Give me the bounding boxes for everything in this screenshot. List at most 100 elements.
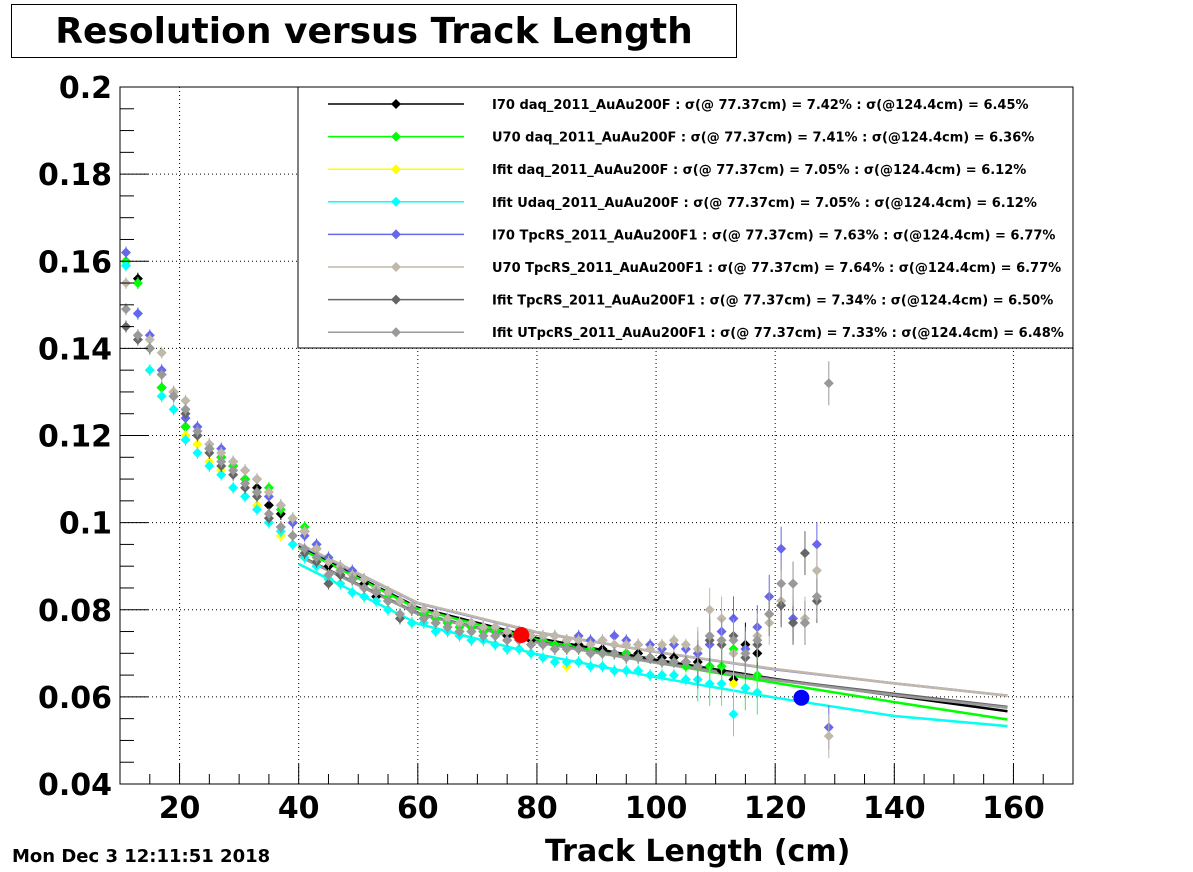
legend-marker	[391, 262, 401, 272]
legend-marker	[391, 229, 401, 240]
data-point	[132, 278, 143, 289]
data-point	[561, 643, 572, 654]
data-point	[645, 643, 656, 654]
data-point	[537, 630, 548, 641]
data-point	[823, 731, 834, 742]
data-point	[704, 678, 715, 689]
data-point	[597, 635, 608, 646]
data-point	[144, 334, 155, 345]
data-points	[120, 246, 834, 759]
data-point	[156, 382, 167, 393]
data-point	[216, 469, 227, 480]
data-point	[335, 565, 346, 576]
data-point	[347, 574, 358, 585]
legend-marker	[391, 327, 401, 338]
data-point	[561, 657, 572, 668]
data-point	[740, 683, 751, 694]
data-point	[537, 652, 548, 663]
data-point	[406, 617, 417, 628]
data-point	[240, 478, 251, 489]
data-point	[704, 630, 715, 641]
data-point	[251, 474, 262, 485]
data-point	[228, 465, 239, 476]
data-point	[120, 260, 131, 271]
data-point	[728, 678, 739, 689]
data-point	[120, 304, 131, 315]
data-point	[263, 508, 274, 519]
data-point	[204, 460, 215, 471]
data-point	[299, 526, 310, 537]
data-point	[728, 635, 739, 646]
data-point	[359, 591, 370, 602]
data-point	[156, 391, 167, 402]
data-point	[645, 670, 656, 681]
data-point	[156, 369, 167, 380]
data-point	[383, 587, 394, 598]
data-point	[502, 635, 513, 646]
data-point	[752, 687, 763, 698]
data-point	[287, 530, 298, 541]
data-point	[633, 639, 644, 650]
y-tick-label: 0.16	[38, 245, 112, 280]
data-point	[740, 648, 751, 659]
data-point	[466, 635, 477, 646]
data-point	[251, 487, 262, 498]
legend-label: Ifit UTpcRS_2011_AuAu200F1 : σ(@ 77.37cm…	[492, 326, 1064, 341]
data-point	[680, 639, 691, 650]
data-point	[680, 657, 691, 668]
data-point	[668, 657, 679, 668]
data-point	[287, 539, 298, 550]
data-point	[275, 500, 286, 511]
data-point	[359, 574, 370, 585]
data-point	[478, 630, 489, 641]
data-point	[788, 617, 799, 628]
data-point	[228, 482, 239, 493]
y-tick-label: 0.12	[38, 420, 112, 455]
data-point	[204, 443, 215, 454]
data-point	[335, 578, 346, 589]
data-point	[609, 630, 620, 641]
data-point	[573, 643, 584, 654]
data-point	[430, 617, 441, 628]
data-point	[180, 404, 191, 415]
fit-curve	[298, 555, 1008, 710]
legend-box	[297, 86, 1074, 349]
data-point	[645, 652, 656, 663]
highlight-point	[793, 689, 810, 706]
legend-marker	[391, 99, 401, 109]
data-point	[478, 622, 489, 633]
data-point	[633, 652, 644, 663]
legend-label: I70 daq_2011_AuAu200F : σ(@ 77.37cm) = 7…	[492, 98, 1029, 113]
legend-label: U70 daq_2011_AuAu200F : σ(@ 77.37cm) = 7…	[492, 131, 1034, 146]
data-point	[192, 426, 203, 437]
data-point	[585, 648, 596, 659]
data-point	[668, 635, 679, 646]
data-point	[657, 657, 668, 668]
data-point	[549, 630, 560, 641]
y-tick-label: 0.1	[59, 507, 112, 542]
data-point	[144, 343, 155, 354]
y-tick-label: 0.08	[38, 594, 112, 629]
data-point	[597, 648, 608, 659]
data-point	[788, 578, 799, 589]
x-tick-label: 100	[625, 791, 688, 826]
data-point	[454, 617, 465, 628]
data-point	[799, 617, 810, 628]
data-point	[621, 665, 632, 676]
legend-label: U70 TpcRS_2011_AuAu200F1 : σ(@ 77.37cm) …	[492, 261, 1061, 276]
data-point	[776, 578, 787, 589]
legend: I70 daq_2011_AuAu200F : σ(@ 77.37cm) = 7…	[297, 86, 1074, 349]
data-point	[323, 556, 334, 567]
data-point	[466, 626, 477, 637]
data-point	[418, 613, 429, 624]
data-point	[585, 639, 596, 650]
data-point	[609, 665, 620, 676]
chart-title: Resolution versus Track Length	[55, 10, 693, 52]
data-point	[466, 617, 477, 628]
legend-label: Ifit daq_2011_AuAu200F : σ(@ 77.37cm) = …	[492, 163, 1026, 178]
data-point	[323, 578, 334, 589]
data-point	[573, 657, 584, 668]
highlight-point	[513, 627, 530, 644]
data-point	[525, 639, 536, 650]
